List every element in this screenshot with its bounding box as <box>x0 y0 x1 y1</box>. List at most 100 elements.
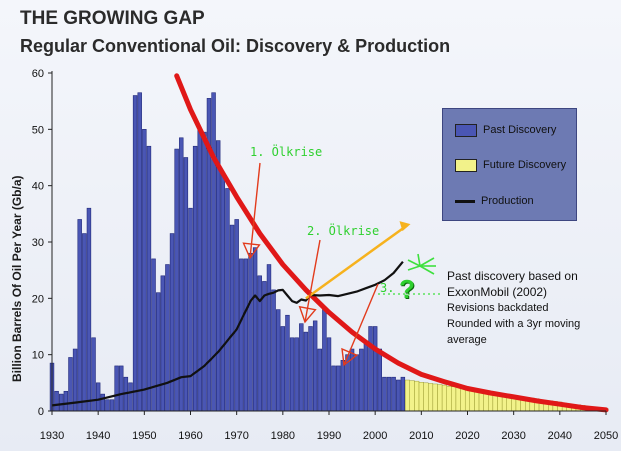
bar-past-1942 <box>105 399 110 412</box>
bar-past-1978 <box>271 289 276 412</box>
y-tick-label-20: 20 <box>32 293 44 305</box>
bar-past-1957 <box>174 148 179 412</box>
bar-future-2019 <box>460 387 466 412</box>
bar-past-1997 <box>359 348 364 412</box>
bar-past-2002 <box>382 376 387 412</box>
bar-past-1965 <box>211 92 216 412</box>
bar-past-1968 <box>225 188 230 412</box>
bar-future-2017 <box>451 386 457 412</box>
x-tick-label-1970: 1970 <box>224 430 248 442</box>
trend-arrow-head <box>399 221 411 232</box>
y-tick-label-30: 30 <box>32 237 44 249</box>
source-note: Past discovery based on ExxonMobil (2002… <box>447 268 615 348</box>
bar-past-1967 <box>220 174 226 412</box>
trend-arrow-line <box>305 224 409 300</box>
legend-label-past: Past Discovery <box>483 124 557 136</box>
bar-past-1958 <box>179 137 184 412</box>
x-tick-label-1940: 1940 <box>86 430 110 442</box>
bar-past-1937 <box>82 233 87 412</box>
legend-swatch-future <box>455 158 477 172</box>
x-tick-label-1980: 1980 <box>271 430 295 442</box>
bar-past-1940 <box>95 382 101 412</box>
chart-title: THE GROWING GAP <box>20 8 205 29</box>
y-tick-label-60: 60 <box>32 68 44 80</box>
bar-future-2011 <box>423 382 429 412</box>
bar-future-2012 <box>428 383 434 412</box>
chart-subtitle: Regular Conventional Oil: Discovery & Pr… <box>20 36 451 56</box>
y-axis-title: Billion Barrels Of Oil Per Year (Gb/a) <box>10 175 24 382</box>
bar-future-2022 <box>474 389 480 412</box>
legend-label-future: Future Discovery <box>483 159 567 171</box>
bar-past-1944 <box>114 365 119 412</box>
bar-past-2006 <box>400 376 406 412</box>
bar-past-1990 <box>326 337 332 412</box>
bar-past-1943 <box>109 399 115 412</box>
bar-past-1963 <box>202 131 207 412</box>
arrow-crisis-1-shaft <box>249 162 261 259</box>
x-tick-label-2020: 2020 <box>455 430 479 442</box>
note-line-5: average <box>447 334 487 346</box>
bar-past-1948 <box>132 95 138 412</box>
bar-past-1998 <box>363 343 369 412</box>
legend-item-production: Production <box>455 194 534 208</box>
note-line-1: Past discovery based on <box>447 269 578 283</box>
green-burst-ray-3 <box>419 257 435 267</box>
decline-trend-line <box>174 73 609 413</box>
bar-past-1977 <box>266 264 272 412</box>
bar-past-1989 <box>322 309 327 412</box>
bar-past-2005 <box>396 379 401 412</box>
bar-past-1974 <box>252 247 258 412</box>
bar-past-1950 <box>142 129 147 412</box>
bar-past-1979 <box>276 309 281 412</box>
x-tick-label-1930: 1930 <box>40 430 64 442</box>
green-burst-ray-0 <box>407 259 421 267</box>
y-tick-label-10: 10 <box>32 350 44 362</box>
bar-past-1981 <box>285 314 290 412</box>
x-tick-label-2050: 2050 <box>594 430 618 442</box>
bar-future-2009 <box>414 380 420 412</box>
bar-past-1955 <box>165 264 170 412</box>
x-tick-label-2040: 2040 <box>548 430 572 442</box>
green-burst-ray-2 <box>417 253 421 267</box>
legend-item-future: Future Discovery <box>455 158 566 172</box>
x-tick-label-1960: 1960 <box>178 430 202 442</box>
bar-past-1971 <box>239 258 244 412</box>
bar-past-1991 <box>331 365 336 412</box>
bar-past-1953 <box>155 292 161 412</box>
bar-future-2008 <box>409 380 415 412</box>
green-burst-ray-1 <box>407 265 421 271</box>
y-tick-label-40: 40 <box>32 181 44 193</box>
question-mark-icon: ? <box>399 274 415 304</box>
x-tick-label-2010: 2010 <box>409 430 433 442</box>
bar-past-2004 <box>391 376 396 412</box>
bar-past-1975 <box>257 275 262 412</box>
bar-past-1945 <box>119 365 124 412</box>
bar-past-1980 <box>280 326 286 412</box>
bar-past-1932 <box>59 393 64 412</box>
bar-past-1986 <box>308 326 313 412</box>
annotation-crisis-2: 2. Ölkrise <box>307 224 380 238</box>
legend: Past Discovery Future Discovery Producti… <box>442 108 577 221</box>
note-line-3: Revisions backdated <box>447 302 549 314</box>
bar-past-1954 <box>160 275 166 412</box>
bar-past-1987 <box>312 320 318 412</box>
x-tick-label-1950: 1950 <box>132 430 156 442</box>
bar-future-2013 <box>432 383 438 412</box>
bar-past-1992 <box>336 365 341 412</box>
legend-item-past: Past Discovery <box>455 123 556 137</box>
bar-past-2001 <box>377 348 383 412</box>
bar-past-1984 <box>299 323 304 412</box>
bar-past-1949 <box>137 92 142 412</box>
bar-past-1970 <box>234 219 239 412</box>
note-line-4: Rounded with a 3yr moving <box>447 318 581 330</box>
bar-past-1938 <box>86 207 92 412</box>
bar-past-1936 <box>77 219 82 412</box>
bar-past-1985 <box>303 331 309 412</box>
bar-past-1966 <box>215 140 221 412</box>
bar-past-1947 <box>128 382 133 412</box>
annotation-crisis-3: 3. <box>380 281 395 295</box>
bar-past-1959 <box>183 157 189 412</box>
bar-past-1969 <box>229 224 235 412</box>
bar-past-2003 <box>386 376 392 412</box>
